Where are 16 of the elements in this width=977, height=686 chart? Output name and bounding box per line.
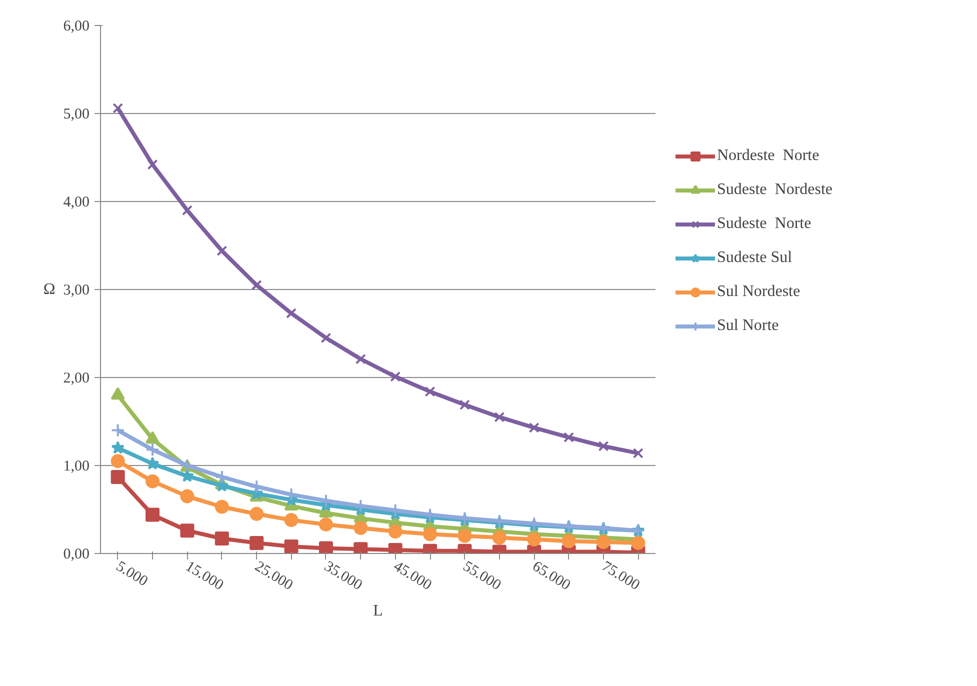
x-tick-label: 5.000 xyxy=(113,558,150,590)
y-axis-title: Ω xyxy=(43,281,56,298)
legend-label: Sul Nordeste xyxy=(717,283,800,301)
legend-label: Sudeste Nordeste xyxy=(717,181,833,199)
x-axis-title: L xyxy=(373,602,383,620)
y-tick-label: 4,00 xyxy=(63,194,90,210)
y-tick-label: 5,00 xyxy=(63,106,90,122)
legend-label: Sudeste Sul xyxy=(717,249,792,267)
y-tick-label: 2,00 xyxy=(63,370,90,386)
y-tick-label: 3,00 xyxy=(63,282,90,298)
legend-label: Nordeste Norte xyxy=(717,147,820,165)
y-tick-label: 1,00 xyxy=(63,458,90,474)
y-tick-label: 0,00 xyxy=(63,546,90,562)
legend-label: Sul Norte xyxy=(717,317,779,335)
y-tick-label: 6,00 xyxy=(63,18,90,34)
legend-label: Sudeste Norte xyxy=(717,215,812,233)
